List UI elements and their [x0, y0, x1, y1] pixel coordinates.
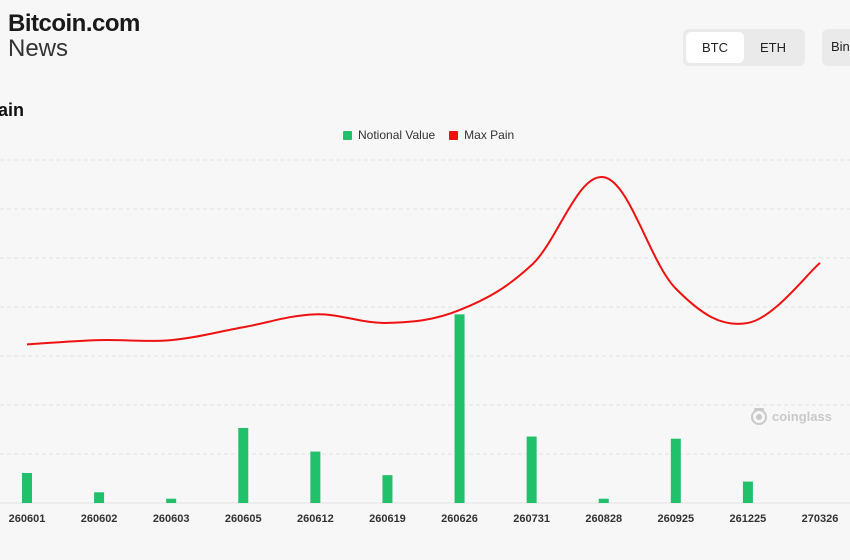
brand-logo-line1: Bitcoin.com: [8, 10, 140, 37]
legend-max-pain-label: Max Pain: [464, 128, 515, 142]
x-tick-label: 260626: [441, 513, 478, 525]
coin-tabs: BTC ETH: [683, 29, 805, 66]
x-tick-label: 260612: [297, 513, 334, 525]
legend-notional-label: Notional Value: [358, 128, 436, 142]
x-tick-label: 260925: [657, 513, 694, 525]
legend-notional-swatch: [343, 130, 352, 140]
notional-bar: [670, 438, 681, 503]
chart-title: ain: [0, 100, 25, 120]
tab-btc[interactable]: BTC: [686, 32, 744, 63]
notional-bar: [166, 498, 177, 503]
x-tick-label: 260601: [9, 513, 46, 525]
notional-bar: [742, 481, 753, 503]
notional-bar: [382, 475, 393, 503]
x-tick-label: 260602: [81, 513, 118, 525]
notional-bar: [454, 314, 465, 503]
notional-bar: [22, 472, 32, 503]
notional-bar: [238, 427, 249, 503]
x-tick-label: 261225: [730, 513, 767, 525]
tab-eth[interactable]: ETH: [760, 40, 786, 55]
notional-bar: [598, 498, 609, 503]
x-tick-label: 260828: [585, 513, 622, 525]
x-tick-label: 270326: [802, 513, 839, 525]
x-tick-label: 260603: [153, 513, 190, 525]
legend-max-pain-swatch: [449, 130, 459, 140]
coinglass-label: coinglass: [772, 408, 832, 424]
coinglass-watermark: coinglass: [750, 407, 832, 425]
coinglass-icon: [751, 408, 767, 425]
brand-logo: Bitcoin.com News: [8, 12, 140, 61]
legend-notional-value[interactable]: Notional Value: [343, 128, 435, 142]
chart-legend: Notional Value Max Pain: [343, 128, 514, 142]
max-pain-line: [26, 176, 821, 346]
exchange-select[interactable]: Bin: [822, 29, 850, 66]
x-tick-label: 260619: [369, 513, 406, 525]
notional-bar: [526, 436, 537, 503]
brand-logo-line2: News: [8, 35, 69, 62]
x-tick-label: 260731: [513, 513, 550, 525]
notional-bar: [94, 492, 105, 503]
notional-bar: [310, 451, 321, 503]
legend-max-pain[interactable]: Max Pain: [449, 128, 514, 142]
x-tick-label: 260605: [225, 513, 262, 525]
